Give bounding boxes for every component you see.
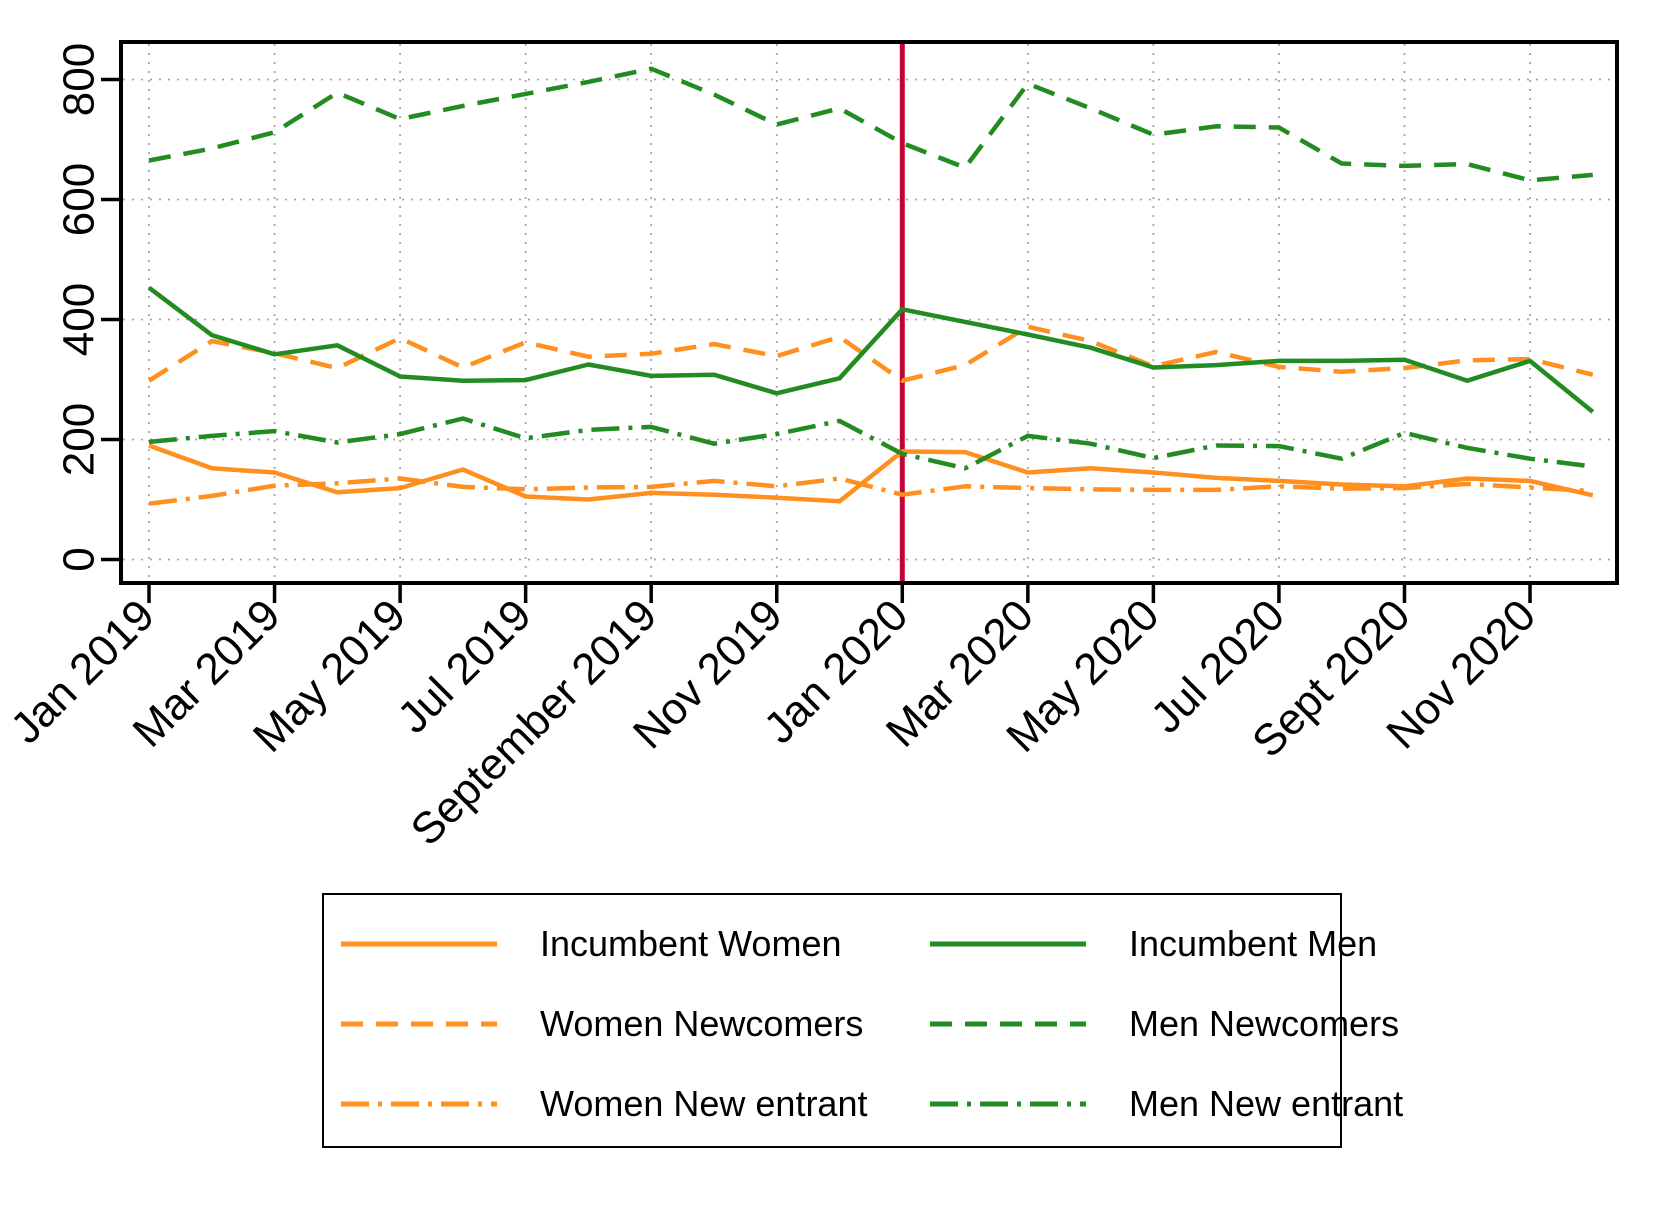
legend-item: Men New entrant [930, 1083, 1403, 1125]
legend-label: Women New entrant [540, 1083, 868, 1124]
legend-label: Men New entrant [1129, 1083, 1404, 1124]
legend-line-swatch [341, 941, 497, 947]
series-line-men-new-entrant [148, 416, 1594, 471]
legend-line-swatch [930, 1101, 1086, 1107]
legend-line-swatch [341, 1021, 497, 1027]
plot-border [119, 40, 1619, 585]
series-line-men-newcomers [148, 66, 1593, 183]
y-tick-label: 800 [54, 43, 103, 116]
legend: Incumbent Women Incumbent Men Women Newcom… [322, 893, 1403, 1148]
y-tick-label: 200 [54, 403, 103, 476]
legend-item: Incumbent Women [341, 923, 930, 965]
y-tick-label: 0 [54, 547, 103, 571]
legend-label: Incumbent Women [540, 923, 842, 964]
series-line-women-new-entrant [148, 476, 1593, 506]
legend-item: Incumbent Men [930, 923, 1403, 965]
legend-line-swatch [930, 1021, 1086, 1027]
legend-label: Incumbent Men [1129, 923, 1378, 964]
legend-item: Men Newcomers [930, 1003, 1403, 1045]
legend-label: Women Newcomers [540, 1003, 864, 1044]
legend-line-swatch [930, 941, 1086, 947]
legend-label: Men Newcomers [1129, 1003, 1400, 1044]
series-line-women-newcomers [147, 324, 1594, 383]
legend-item: Women New entrant [341, 1083, 930, 1125]
series-line-incumbent-men [147, 285, 1595, 414]
series-line-incumbent-women [148, 443, 1594, 504]
y-tick-label: 600 [54, 163, 103, 236]
y-tick-label: 400 [54, 283, 103, 356]
legend-item: Women Newcomers [341, 1003, 930, 1045]
legend-line-swatch [341, 1101, 497, 1107]
